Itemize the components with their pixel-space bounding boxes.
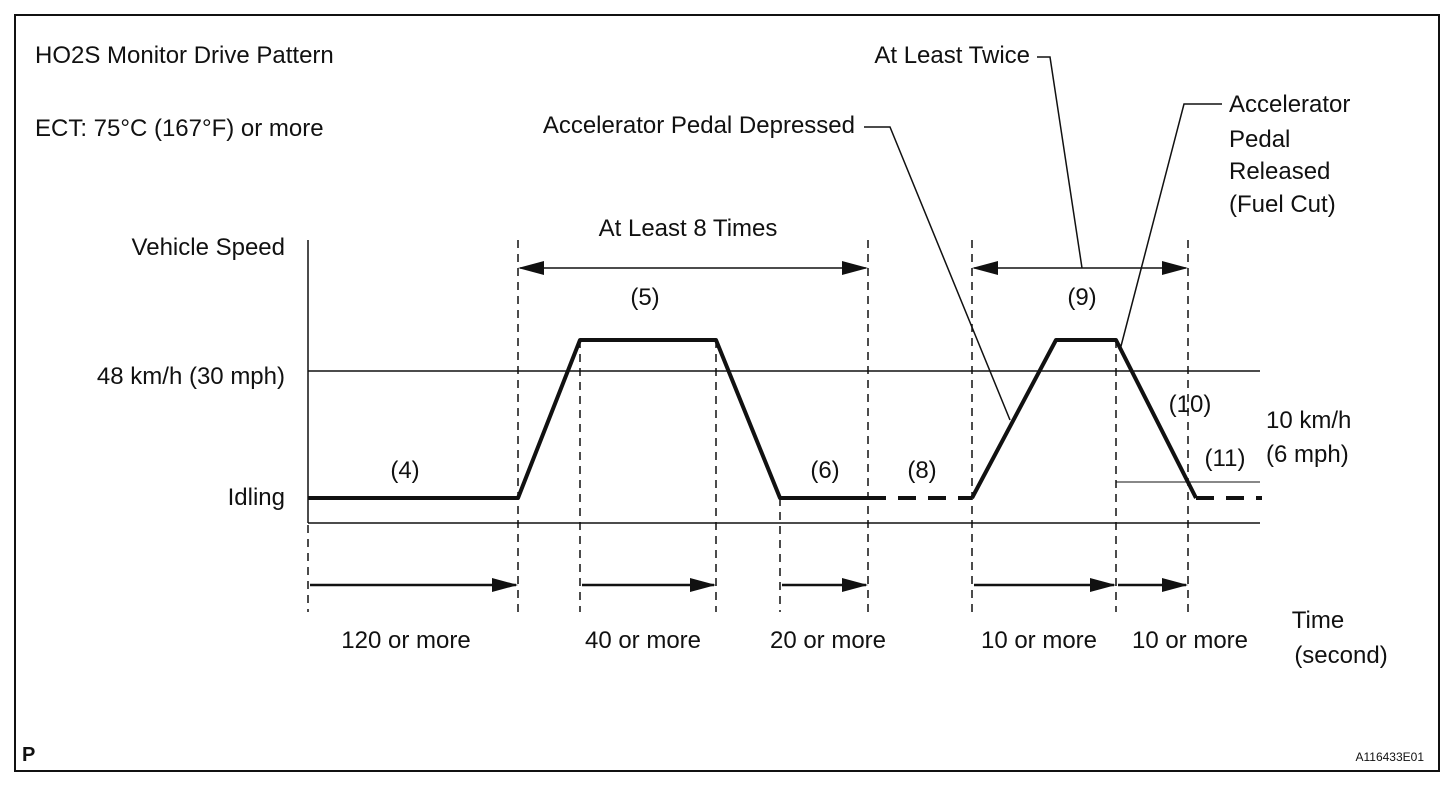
- diagram-title: HO2S Monitor Drive Pattern: [35, 42, 334, 69]
- pedal-released-label-line-1: Accelerator: [1229, 91, 1350, 118]
- step-label-8: (8): [907, 457, 936, 484]
- corner-mark: P: [22, 744, 35, 766]
- y-axis-label: Vehicle Speed: [132, 234, 285, 261]
- step-label-10: (10): [1169, 391, 1212, 418]
- pedal-released-label-line-4: (Fuel Cut): [1229, 191, 1336, 218]
- speed-profile-line: [308, 338, 868, 500]
- duration-label-10-b: 10 or more: [1132, 627, 1248, 654]
- step-label-6: (6): [810, 457, 839, 484]
- step-label-11: (11): [1205, 445, 1246, 472]
- pedal-released-label-line-3: Released: [1229, 158, 1330, 185]
- duration-label-120: 120 or more: [341, 627, 470, 654]
- at-least-8-times-label: At Least 8 Times: [599, 215, 778, 242]
- time-axis-label-line-1: Time: [1292, 607, 1344, 634]
- pedal-released-label-line-2: Pedal: [1229, 126, 1290, 153]
- step-label-5: (5): [630, 284, 659, 311]
- step-label-4: (4): [390, 457, 419, 484]
- phase-boundaries: [307, 240, 1189, 612]
- duration-label-40: 40 or more: [585, 627, 701, 654]
- speed-10-label-line-1: 10 km/h: [1266, 407, 1351, 434]
- duration-label-10-a: 10 or more: [981, 627, 1097, 654]
- at-least-twice-leader: [1037, 56, 1083, 269]
- time-axis-label-line-2: (second): [1294, 642, 1387, 669]
- duration-label-20: 20 or more: [770, 627, 886, 654]
- at-least-twice-label: At Least Twice: [874, 42, 1030, 69]
- y-tick-idling: Idling: [228, 484, 285, 511]
- pedal-depressed-label: Accelerator Pedal Depressed: [543, 112, 855, 139]
- figure-id: A116433E01: [1355, 750, 1424, 764]
- pedal-depressed-leader: [864, 126, 1011, 421]
- speed-profile-line-second: [970, 338, 1198, 499]
- pedal-released-leader: [1119, 103, 1222, 351]
- step-label-9: (9): [1067, 284, 1096, 311]
- speed-10-label-line-2: (6 mph): [1266, 441, 1349, 468]
- diagram-frame: [14, 14, 1440, 772]
- ect-condition: ECT: 75°C (167°F) or more: [35, 115, 324, 142]
- y-tick-48-kmh: 48 km/h (30 mph): [97, 363, 285, 390]
